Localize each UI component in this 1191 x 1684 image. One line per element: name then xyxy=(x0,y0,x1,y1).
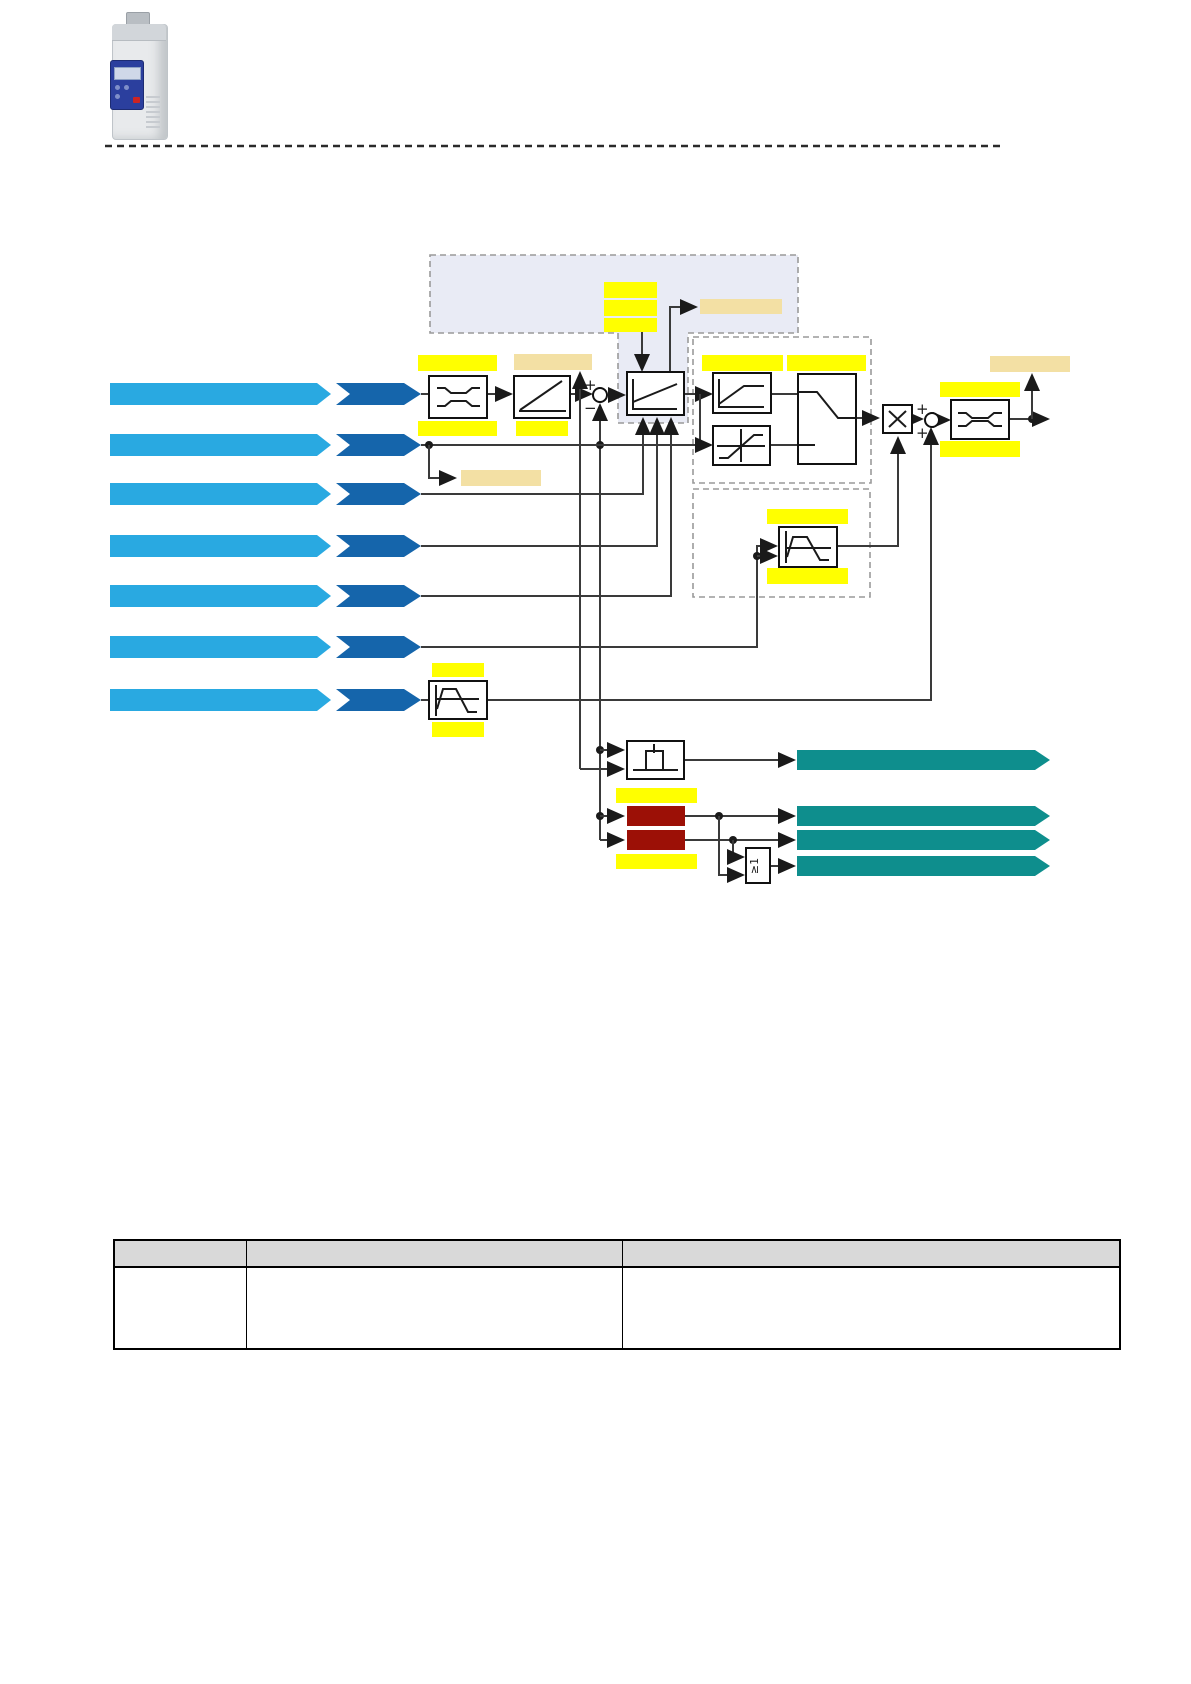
function-blocks: + − xyxy=(428,371,1010,884)
gain-block xyxy=(513,375,571,419)
keypad-display xyxy=(114,67,141,80)
table-header-cell xyxy=(246,1239,623,1268)
parameter-table xyxy=(113,1239,1121,1350)
threshold-comparator-2 xyxy=(627,830,685,850)
table-cell xyxy=(246,1266,623,1350)
input-arrow-4 xyxy=(110,535,421,557)
highlight-boxes xyxy=(418,282,1070,869)
minus-sign: − xyxy=(584,399,597,417)
output-arrow-4 xyxy=(797,856,1050,876)
plus-sign: + xyxy=(584,376,597,394)
keypad-panel xyxy=(110,60,144,110)
input-arrows xyxy=(110,383,421,711)
table-header-cell xyxy=(622,1239,1121,1268)
input-arrow-5 xyxy=(110,585,421,607)
param-highlight xyxy=(767,509,848,524)
input-arrow-6 xyxy=(110,636,421,658)
keypad-button xyxy=(115,94,120,99)
param-highlight xyxy=(767,568,848,584)
param-highlight xyxy=(940,441,1020,457)
or-block-label: ≥1 xyxy=(748,858,761,874)
window-comparator-block xyxy=(626,740,685,780)
param-highlight xyxy=(604,300,657,316)
param-highlight xyxy=(702,355,783,371)
display-highlight xyxy=(990,356,1070,372)
deadband-block xyxy=(428,375,488,419)
input-arrow-7 xyxy=(110,689,421,711)
table-cell xyxy=(622,1266,1121,1350)
output-arrow-1 xyxy=(797,750,1050,770)
multiplier-block xyxy=(882,404,913,434)
table-row xyxy=(113,1266,1121,1350)
parameter-region-border xyxy=(429,254,799,424)
threshold-comparator-1 xyxy=(627,806,685,826)
keypad-button xyxy=(124,85,129,90)
param-highlight xyxy=(604,318,657,332)
display-highlight xyxy=(514,354,592,370)
inverter-product-photo xyxy=(110,12,170,142)
or-block: ≥1 xyxy=(745,847,771,884)
input-arrow-1 xyxy=(110,383,421,405)
device-top-cap xyxy=(112,24,166,41)
saturation-block xyxy=(712,372,772,414)
param-highlight xyxy=(432,663,484,677)
param-highlight xyxy=(616,788,697,803)
display-highlight xyxy=(461,470,541,486)
param-highlight xyxy=(940,382,1020,397)
output-arrows xyxy=(797,750,1050,876)
signal-lines xyxy=(421,299,1050,883)
table-cell xyxy=(113,1266,247,1350)
output-arrow-3 xyxy=(797,830,1050,850)
display-highlight xyxy=(700,299,782,314)
param-highlight xyxy=(787,355,866,371)
summing-point-1: + − xyxy=(584,376,608,417)
param-highlight xyxy=(432,722,484,737)
input-ramp-block xyxy=(428,680,488,720)
inverse-characteristic-block xyxy=(797,373,857,465)
output-limit-block xyxy=(950,399,1010,440)
stop-button xyxy=(133,97,140,103)
input-arrow-2 xyxy=(110,434,421,456)
table-header-cell xyxy=(113,1239,247,1268)
param-highlight xyxy=(418,421,497,436)
input-arrow-3 xyxy=(110,483,421,505)
keypad-button xyxy=(115,85,120,90)
param-highlight xyxy=(604,282,657,298)
vent-slots xyxy=(146,96,160,130)
process-controller-diagram: + − xyxy=(105,144,1070,884)
plus-sign: + xyxy=(916,424,929,442)
param-highlight xyxy=(516,421,568,436)
ramp-group-box xyxy=(692,488,871,598)
param-highlight xyxy=(418,355,497,371)
pid-block xyxy=(626,371,685,416)
plus-sign: + xyxy=(916,400,929,418)
param-highlight xyxy=(616,854,697,869)
limiter-block xyxy=(712,425,771,466)
ramp-block xyxy=(778,526,838,568)
table-header-row xyxy=(113,1239,1121,1268)
output-arrow-2 xyxy=(797,806,1050,826)
summing-point-2: + + xyxy=(916,400,940,442)
